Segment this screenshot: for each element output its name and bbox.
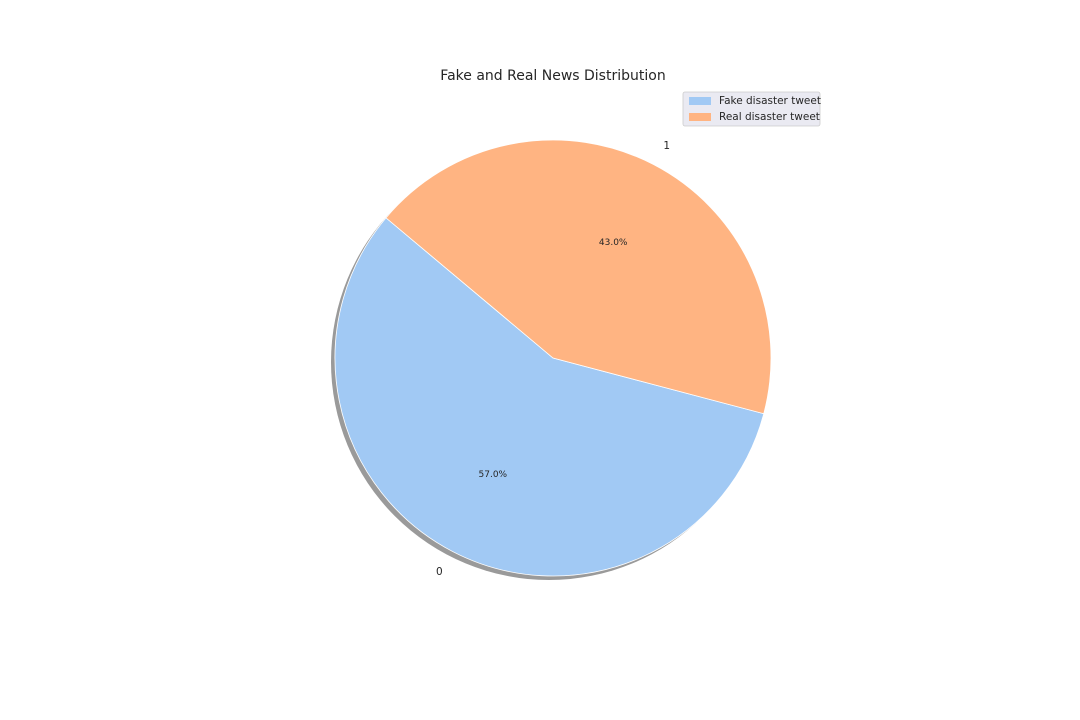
pie-slices-group xyxy=(334,139,772,577)
legend-label-real: Real disaster tweet xyxy=(719,111,820,123)
pie-percent-label-1: 43.0% xyxy=(599,238,628,248)
pie-category-label-0: 0 xyxy=(436,566,443,578)
pie-category-label-1: 1 xyxy=(663,140,670,152)
legend-swatch-fake xyxy=(689,97,711,105)
legend-frame xyxy=(682,91,821,127)
legend: Fake disaster tweet Real disaster tweet xyxy=(682,91,821,127)
chart-title: Fake and Real News Distribution xyxy=(440,68,665,84)
legend-label-fake: Fake disaster tweet xyxy=(719,95,821,107)
pie-percent-label-0: 57.0% xyxy=(479,470,508,480)
pie-labels-group: 0 57.0% 1 43.0% xyxy=(436,140,670,578)
pie-slice-0 xyxy=(334,217,765,577)
legend-swatch-real xyxy=(689,113,711,121)
pie-slice-1 xyxy=(385,139,772,415)
